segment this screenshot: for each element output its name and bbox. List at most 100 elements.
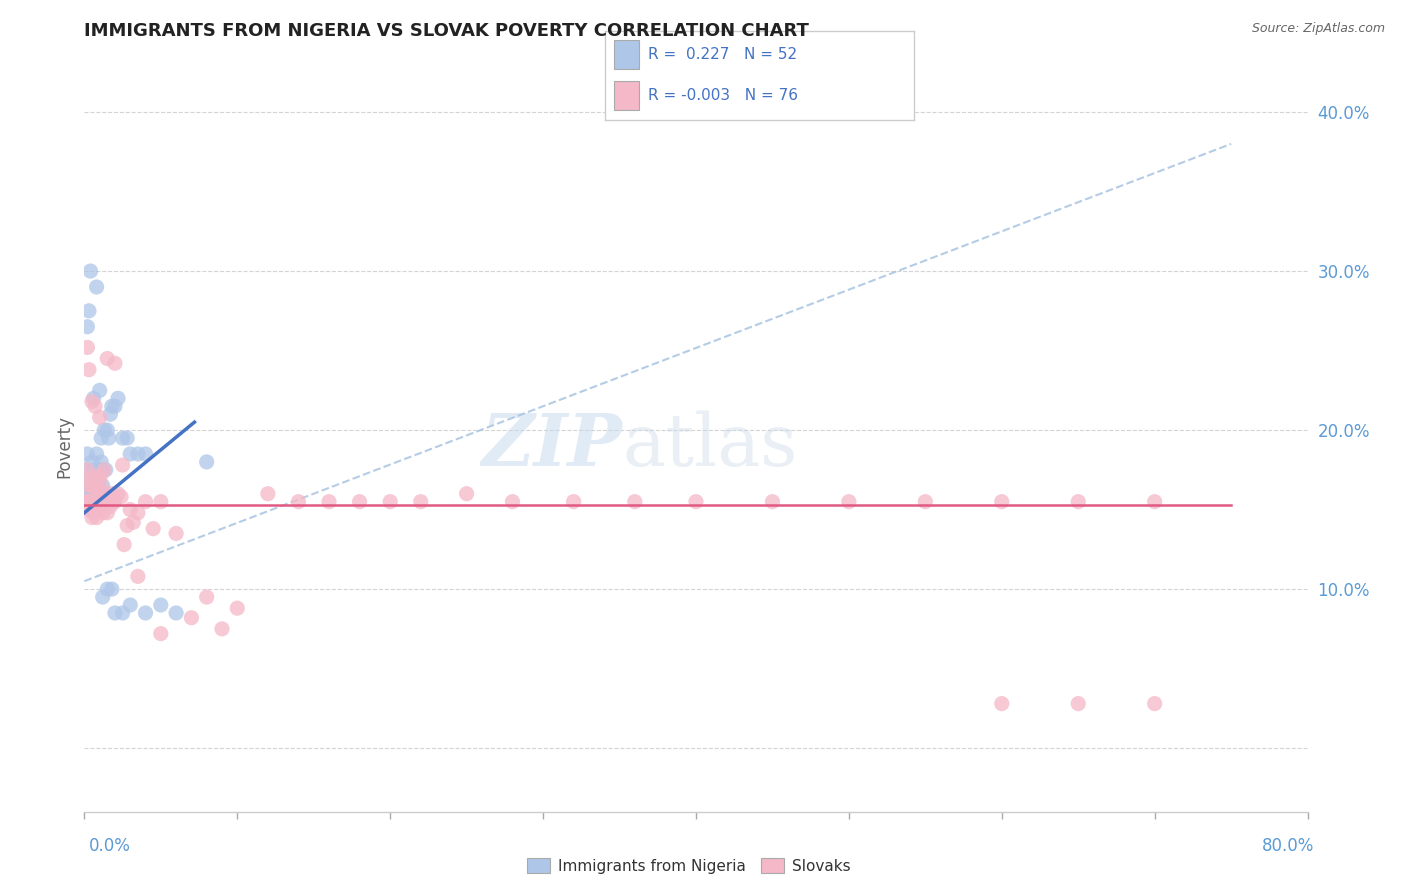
Point (1067, 697, 1090, 711)
Point (91, 463, 114, 477)
Point (1143, 697, 1166, 711)
Point (165, 606, 187, 620)
Text: R = -0.003   N = 76: R = -0.003 N = 76 (648, 88, 797, 103)
Point (380, 494, 402, 508)
Point (96, 423, 118, 437)
Point (79, 264, 101, 278)
Point (84, 494, 107, 508)
Point (914, 494, 936, 508)
Point (111, 431, 134, 445)
Point (287, 494, 309, 508)
Point (89, 463, 111, 477)
Point (195, 455, 218, 469)
Point (89, 384, 111, 398)
Text: atlas: atlas (623, 410, 799, 482)
Point (111, 606, 134, 620)
Point (77, 494, 100, 508)
Point (104, 606, 127, 620)
Point (86, 447, 108, 461)
Text: IMMIGRANTS FROM NIGERIA VS SLOVAK POVERTY CORRELATION CHART: IMMIGRANTS FROM NIGERIA VS SLOVAK POVERT… (84, 22, 810, 40)
Point (77, 362, 100, 376)
Point (104, 399, 127, 413)
Point (87, 483, 110, 498)
Text: R =  0.227   N = 52: R = 0.227 N = 52 (648, 47, 797, 62)
Point (111, 458, 134, 472)
Point (90, 467, 112, 482)
Point (135, 447, 157, 461)
Point (84, 399, 107, 413)
Point (112, 538, 135, 552)
Point (80, 455, 103, 469)
Legend: Immigrants from Nigeria, Slovaks: Immigrants from Nigeria, Slovaks (522, 852, 856, 880)
Point (93, 423, 115, 437)
Point (142, 522, 165, 536)
Point (80, 394, 103, 409)
Point (211, 622, 233, 636)
Point (86, 510, 108, 524)
Text: Source: ZipAtlas.com: Source: ZipAtlas.com (1251, 22, 1385, 36)
Point (77, 471, 100, 485)
Point (96, 506, 118, 520)
Point (104, 356, 127, 370)
Bar (614, 40, 638, 69)
Point (93, 463, 115, 477)
Point (110, 490, 132, 504)
Point (226, 601, 249, 615)
Point (624, 494, 647, 508)
Point (149, 626, 172, 640)
Point (90, 455, 112, 469)
Point (838, 494, 860, 508)
Point (83, 463, 105, 477)
Point (86, 494, 108, 508)
Point (107, 392, 129, 406)
Point (90, 494, 112, 508)
Point (1067, 494, 1090, 508)
Point (180, 611, 202, 625)
Point (83, 506, 105, 520)
Point (562, 494, 585, 508)
Point (101, 486, 124, 500)
Point (89, 474, 111, 488)
Point (75, 463, 97, 477)
Point (761, 494, 783, 508)
Point (91, 506, 114, 520)
Point (115, 518, 138, 533)
Point (84, 486, 107, 500)
Text: 80.0%: 80.0% (1263, 837, 1315, 855)
Point (84, 479, 107, 493)
Point (127, 447, 149, 461)
Point (94, 490, 117, 504)
Point (76, 319, 98, 334)
Point (89, 486, 111, 500)
Text: ZIP: ZIP (482, 410, 623, 482)
Point (76, 486, 98, 500)
Point (76, 494, 98, 508)
Point (96, 351, 118, 366)
Point (91, 590, 114, 604)
Point (77, 479, 100, 493)
Point (101, 582, 124, 596)
Point (77, 303, 100, 318)
Point (120, 447, 142, 461)
Point (91, 479, 114, 493)
Point (75, 494, 97, 508)
Point (409, 494, 432, 508)
Point (79, 486, 101, 500)
Point (89, 500, 111, 514)
Point (122, 516, 145, 530)
Point (115, 431, 138, 445)
Point (97, 494, 120, 508)
Point (80, 510, 103, 524)
Point (101, 399, 124, 413)
Point (120, 502, 142, 516)
Point (103, 494, 125, 508)
Point (79, 494, 101, 508)
Point (685, 494, 707, 508)
Point (127, 506, 149, 520)
Point (77, 502, 100, 516)
Point (79, 471, 101, 485)
Point (87, 479, 110, 493)
Point (96, 582, 118, 596)
Point (98, 500, 121, 514)
Point (195, 590, 218, 604)
